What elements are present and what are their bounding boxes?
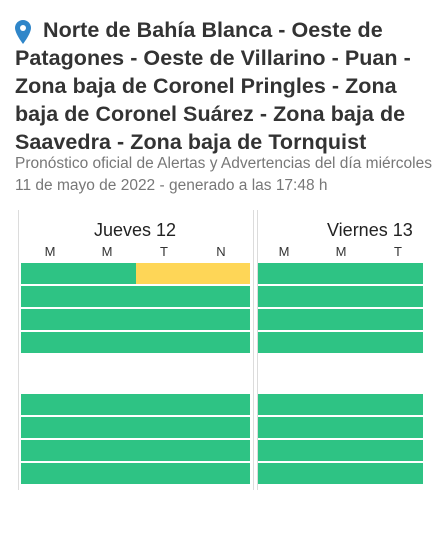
location-pin-icon <box>15 20 31 44</box>
alert-grid: Jueves 12 Viernes 13 M M T N M M T <box>15 210 448 490</box>
alert-cell <box>258 440 423 461</box>
day-label-viernes: Viernes 13 <box>327 220 413 240</box>
period-label: N <box>216 244 226 259</box>
period-label: M <box>278 244 290 259</box>
alert-cell <box>21 263 136 284</box>
period-label: T <box>160 244 168 259</box>
page-title: Norte de Bahía Blanca - Oeste de Patagon… <box>15 18 411 154</box>
alert-cell <box>21 309 250 330</box>
alert-cell <box>258 263 423 284</box>
alert-cell <box>21 463 250 484</box>
alert-cell <box>258 417 423 438</box>
alert-cell <box>21 286 250 307</box>
alert-cell <box>258 332 423 353</box>
grid-divider <box>257 210 258 490</box>
day-label-jueves: Jueves 12 <box>94 220 177 240</box>
alert-cell <box>21 440 250 461</box>
alert-cell <box>258 309 423 330</box>
alert-cell <box>135 263 250 284</box>
grid-divider <box>253 210 254 490</box>
alert-cell <box>21 417 250 438</box>
alert-cell <box>258 463 423 484</box>
grid-divider <box>18 210 19 490</box>
period-label: M <box>335 244 347 259</box>
period-label: M <box>101 244 113 259</box>
period-label: T <box>394 244 402 259</box>
alert-cell <box>258 394 423 415</box>
alert-cell <box>21 394 250 415</box>
header: Norte de Bahía Blanca - Oeste de Patagon… <box>15 16 440 156</box>
forecast-subtitle: Pronóstico oficial de Alertas y Adverten… <box>15 155 432 194</box>
alert-cell <box>21 332 250 353</box>
period-label: M <box>44 244 56 259</box>
alert-cell <box>258 286 423 307</box>
